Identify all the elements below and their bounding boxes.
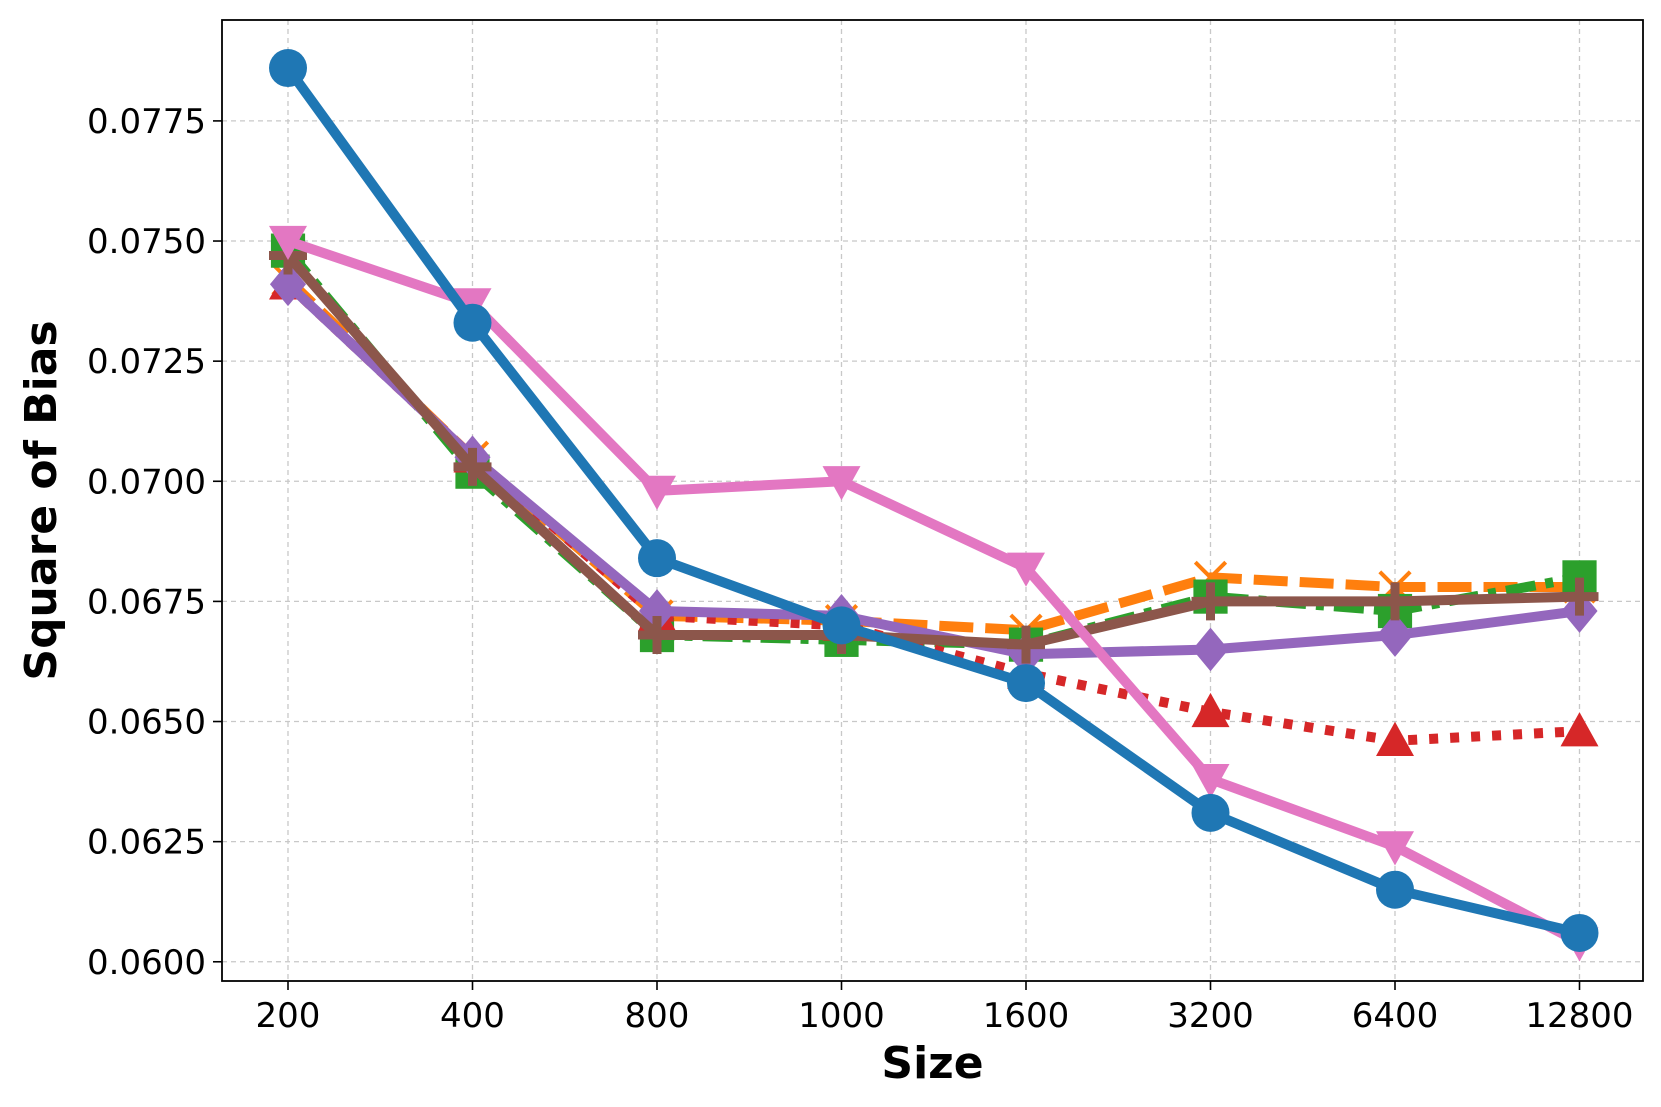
plot-frame [221, 19, 1644, 982]
x-axis-title: Size [881, 1038, 983, 1089]
data-point-circle [453, 303, 492, 342]
y-tick-label: 0.0775 [87, 102, 206, 142]
x-tick-label: 1000 [798, 996, 885, 1036]
data-point-triangle-down [1191, 763, 1230, 799]
data-point-circle [1560, 913, 1599, 952]
data-point-triangle-down [1376, 831, 1414, 866]
data-point-plus [1560, 577, 1599, 616]
data-point-plus [638, 616, 676, 655]
axis-ticks: 0.0600 0.0625 0.0650 0.0675 0.0700 0.0725 0.07… [87, 102, 1634, 1036]
series-line [283, 65, 1581, 938]
data-point-triangle-down [638, 475, 676, 510]
data-point-plus [1191, 582, 1230, 621]
data-point-triangle-up [1560, 712, 1599, 747]
data-point-diamond [269, 262, 307, 307]
data-point-plus [1376, 582, 1414, 621]
y-tick-label: 0.0675 [87, 582, 206, 622]
y-axis-title: Square of Bias [16, 320, 67, 680]
data-point-circle [269, 49, 307, 88]
data-point-circle [1376, 870, 1414, 909]
series-line [284, 252, 1580, 650]
series-line [284, 280, 1580, 746]
y-tick-label: 0.0700 [87, 462, 206, 502]
data-point-triangle-down [269, 225, 307, 261]
y-tick-label: 0.0625 [87, 823, 206, 863]
y-tick-label: 0.0650 [87, 703, 206, 743]
grid-lines [222, 20, 1643, 981]
x-tick-label: 400 [440, 996, 505, 1036]
data-point-plus [453, 447, 492, 486]
data-point-triangle-down [1007, 552, 1045, 587]
x-tick-label: 6400 [1352, 996, 1439, 1036]
y-tick-label: 0.0600 [87, 943, 206, 983]
x-tick-label: 1600 [983, 996, 1070, 1036]
y-tick-label: 0.0725 [87, 342, 206, 382]
data-point-triangle-up [1191, 692, 1230, 728]
data-point-circle [822, 606, 861, 645]
series-line [286, 236, 1582, 947]
series-group [269, 49, 1599, 962]
data-point-diamond [638, 589, 676, 633]
data-point-plus [1007, 625, 1045, 664]
data-point-circle [1191, 793, 1230, 832]
x-tick-label: 200 [256, 996, 321, 1036]
data-point-circle [638, 539, 676, 578]
data-point-circle [1007, 664, 1045, 703]
data-point-diamond [1192, 627, 1229, 672]
y-tick-label: 0.0750 [87, 222, 206, 262]
data-point-diamond [1376, 613, 1414, 657]
series-6 [269, 49, 1599, 952]
data-point-triangle-down [822, 466, 861, 501]
x-tick-label: 800 [625, 996, 690, 1036]
data-point-triangle-up [1376, 721, 1414, 756]
x-tick-label: 12800 [1525, 996, 1633, 1036]
x-tick-label: 3200 [1167, 996, 1254, 1036]
